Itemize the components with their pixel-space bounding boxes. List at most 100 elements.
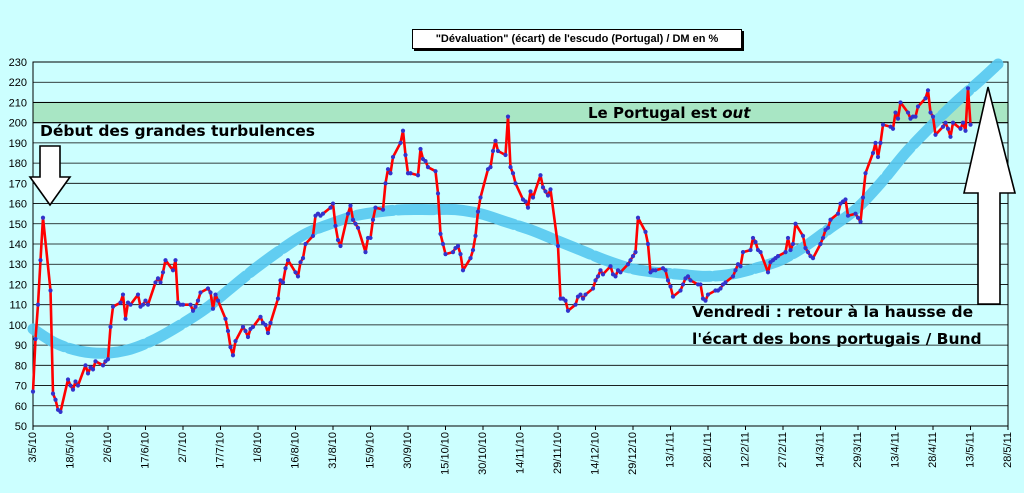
x-tick-label: 2/6/10 [102,432,114,463]
data-point [153,280,158,285]
data-point [30,389,36,394]
data-point [915,104,921,109]
data-point [950,120,956,125]
data-point [590,286,596,291]
y-tick-label: 90 [15,340,27,352]
data-point [293,270,298,275]
y-tick-label: 210 [9,97,27,109]
data-point [928,110,933,115]
data-point [383,181,388,186]
data-point [105,357,111,362]
data-point [860,195,866,200]
data-point [403,152,408,158]
data-point [488,165,493,170]
y-tick-label: 140 [9,239,27,251]
data-point [38,258,43,263]
data-point [788,247,793,253]
data-point [653,268,658,273]
data-point [913,114,918,119]
data-point [155,276,161,281]
data-point [875,154,881,160]
data-point [233,338,238,344]
y-tick-label: 100 [9,320,27,332]
data-point [85,371,91,376]
data-point [110,304,116,309]
data-point [243,328,248,334]
data-point [688,278,693,283]
data-point [73,379,78,384]
x-tick-label: 13/1/11 [665,432,677,468]
data-point [858,219,863,224]
data-point [765,270,771,275]
data-point [625,262,631,267]
data-point [793,221,798,226]
data-point [843,197,848,202]
data-point [193,304,198,309]
y-tick-label: 180 [9,158,27,170]
data-point [705,292,711,297]
data-point [945,126,951,131]
data-point [968,122,973,127]
data-point [425,165,431,170]
data-point [433,169,438,174]
data-point [280,280,286,285]
band-label-em: out [722,104,751,122]
data-point [473,233,478,239]
x-tick-label: 12/2/11 [740,432,752,468]
data-point [118,300,123,305]
data-point [310,233,316,239]
data-point [370,217,376,222]
data-point [408,171,413,176]
data-point [758,249,763,255]
data-point [160,270,166,275]
data-point [195,298,201,303]
data-point [853,211,858,216]
data-point [563,298,568,303]
data-point [158,280,163,285]
data-point [775,254,781,259]
series-layer [30,86,973,414]
data-point [208,290,213,295]
data-point [50,391,56,396]
data-point [753,239,758,245]
data-point [873,140,878,145]
x-tick-label: 31/8/10 [327,432,339,469]
data-point [665,278,671,283]
y-tick-label: 70 [15,381,27,393]
data-point [510,171,516,176]
x-tick-label: 17/6/10 [140,432,152,469]
data-point [240,324,246,330]
data-point [723,280,728,285]
data-point [190,308,196,313]
x-tick-label: 30/9/10 [402,432,414,469]
y-tick-label: 170 [9,178,27,190]
band-label-text: Le Portugal est [588,104,723,122]
annotation-friday-line-1: Vendredi : retour à la hausse de [692,303,974,321]
x-tick-label: 28/5/11 [1002,432,1014,468]
data-point [545,193,551,198]
data-point [418,146,423,152]
data-point [963,128,968,133]
data-point [438,231,443,236]
data-point [933,132,938,137]
data-point [645,241,651,247]
data-point [490,148,496,154]
data-point [925,88,931,93]
data-point [893,110,898,115]
data-point [283,266,288,271]
data-point [530,195,536,200]
data-point [170,268,176,273]
data-point [458,252,463,257]
data-point [33,336,38,342]
data-point [68,383,73,388]
data-point [943,120,948,125]
data-point [718,286,723,291]
data-point [303,241,308,247]
y-tick-label: 60 [15,401,27,413]
data-point [573,302,578,307]
x-tick-label: 3/5/10 [27,432,39,463]
x-tick-label: 13/4/11 [890,432,902,468]
data-point [643,229,648,234]
data-point [668,284,673,289]
